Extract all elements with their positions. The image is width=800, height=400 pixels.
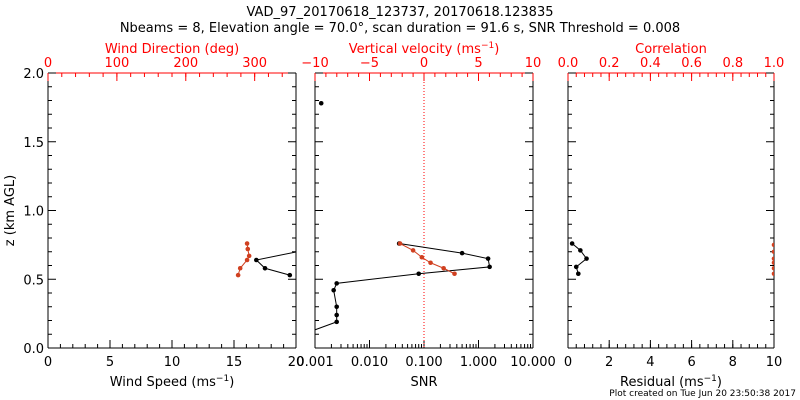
panel3-top-series-point xyxy=(771,265,774,271)
panel2-bottom-series-point xyxy=(334,281,339,286)
panel1-xtick-label: 10 xyxy=(164,355,181,370)
panel3-bottom-axis-label: Residual (ms−1) xyxy=(620,374,722,390)
panel3-bottom-series-point xyxy=(584,256,589,261)
panel3-top-series-point xyxy=(771,242,774,248)
panel1-bottom-axis-label-sup: −1 xyxy=(216,374,229,384)
panel1-bottom-series-point xyxy=(254,257,259,263)
panel3-top-tick-label: 0.6 xyxy=(681,56,702,71)
panel2-bottom-series-point xyxy=(334,304,339,310)
panel1-top-tick-label: 200 xyxy=(173,56,198,71)
panel3-top-series-point xyxy=(771,256,774,261)
panel2-top-axis-label: Vertical velocity (ms−1) xyxy=(349,41,500,57)
panel2-bottom-series-point xyxy=(459,250,465,256)
y-tick-label: 2.0 xyxy=(23,67,44,82)
panel2-top-series-point xyxy=(419,254,425,260)
panel2-bottom-series-point xyxy=(304,331,309,336)
y-tick-label: 0.0 xyxy=(23,342,44,357)
panel2-top-tick-label: 0 xyxy=(420,56,428,71)
y-axis-label: z (km AGL) xyxy=(3,175,18,246)
panel1-top-series-point xyxy=(245,246,251,252)
panel3-top-tick-label: 0.4 xyxy=(640,56,661,71)
panel2-bottom-series-point xyxy=(416,271,422,277)
panel2-bottom-axis-label: SNR xyxy=(410,375,437,390)
panel3-top-axis-label: Correlation xyxy=(635,42,707,57)
panel1-bottom-series-point xyxy=(262,265,268,271)
panel1-top-tick-label: 100 xyxy=(104,56,129,71)
panel3-top-tick-label: 0.0 xyxy=(558,56,579,71)
panel3-xtick-label: 2 xyxy=(605,355,613,370)
panel1-top-series-point xyxy=(244,241,250,246)
panel3-xtick-label: 6 xyxy=(687,355,695,370)
y-tick-label: 1.0 xyxy=(23,205,44,220)
panel2-top-series-point xyxy=(428,260,433,266)
panel1-bottom-axis-label-tail: ) xyxy=(229,375,234,390)
panel3-top-series-point xyxy=(771,271,774,277)
panel2-bottom-series-point xyxy=(334,312,339,318)
panel3-top-series-point xyxy=(771,260,774,266)
panel3-bottom-axis-label-sup: −1 xyxy=(704,374,717,384)
panel2-top-series-point xyxy=(410,248,416,253)
panel1-top-series-point xyxy=(244,257,250,263)
panel2-top-series-point xyxy=(397,241,403,246)
y-tick-label: 0.5 xyxy=(23,273,44,288)
panel2-xtick-label: 0.001 xyxy=(296,355,333,370)
panel3-data xyxy=(569,241,774,277)
panel3-xtick-label: 4 xyxy=(646,355,654,370)
panel1-top-series-point xyxy=(246,253,252,259)
title-line-1: VAD_97_20170618_123737, 20170618.123835 xyxy=(247,5,554,20)
panel2-xtick-label: 1.000 xyxy=(460,355,497,370)
panels: 0.00.51.01.52.0z (km AGL)0 5 10 15 200 100 200… xyxy=(3,41,784,390)
panel3-top-tick-label: 0.2 xyxy=(599,56,620,71)
panel3-bottom-series-point xyxy=(569,241,575,246)
panel2-top-series-point xyxy=(441,265,446,271)
panel1-bottom-series-point xyxy=(287,272,293,278)
panel1-top-series-point xyxy=(235,272,241,278)
panel1-top-axis-label: Wind Direction (deg) xyxy=(105,42,239,57)
panel1-xtick-label: 20 xyxy=(288,355,305,370)
panel1-data xyxy=(235,237,361,278)
panel2-bottom-series-point xyxy=(485,256,491,261)
panel2-top-series-point xyxy=(452,271,457,277)
panel1-bottom-series-line xyxy=(255,251,296,276)
panel3-xtick-label: 8 xyxy=(729,355,737,370)
panel3-top-tick-label: 1.0 xyxy=(764,56,785,71)
panel3-top-series-point xyxy=(771,249,774,255)
panel2-xtick-label: 0.010 xyxy=(351,355,388,370)
panel2-bottom-series-point xyxy=(487,264,492,270)
panel2-extra-point xyxy=(318,100,324,106)
panel3-top-tick-label: 0.8 xyxy=(722,56,743,71)
panel2-xtick-label: 10.000 xyxy=(510,355,556,370)
y-tick-label: 1.5 xyxy=(23,136,44,151)
title-line-2: Nbeams = 8, Elevation angle = 70.0°, sca… xyxy=(120,21,680,36)
panel2-top-axis-label-tail: ) xyxy=(494,42,499,57)
panel1-top-tick-label: 0 xyxy=(44,56,52,71)
panel1-bottom-axis-label: Wind Speed (ms−1) xyxy=(110,374,235,390)
panel1-xtick-label: 5 xyxy=(106,355,114,370)
panel2-bottom-series-point xyxy=(334,319,339,325)
panel1-xtick-label: 15 xyxy=(226,355,243,370)
panel2-xtick-label: 0.100 xyxy=(405,355,442,370)
panel2-top-tick-label: 10 xyxy=(525,56,542,71)
panel3-bottom-series-point xyxy=(578,248,583,253)
plot-created-footer: Plot created on Tue Jun 20 23:50:38 2017 xyxy=(609,389,796,399)
panel1-top-tick-label: 300 xyxy=(242,56,267,71)
panel1-xtick-label: 0 xyxy=(44,355,52,370)
panel2-top-tick-label: 5 xyxy=(474,56,482,71)
panel3-xtick-label: 10 xyxy=(766,355,783,370)
panel1-top-series-point xyxy=(237,265,243,271)
panel2-top-tick-label: −5 xyxy=(360,56,379,71)
panel2-top-tick-label: −10 xyxy=(301,56,328,71)
panel3-bottom-series-point xyxy=(576,271,581,277)
panel1-bottom-series-point xyxy=(356,237,361,242)
panel3-xtick-label: 0 xyxy=(564,355,572,370)
panel2-bottom-series-point xyxy=(331,287,336,293)
panel2-top-axis-label-sup: −1 xyxy=(481,41,494,51)
panel2-data xyxy=(304,100,492,336)
panel3-bottom-axis-label-tail: ) xyxy=(717,375,722,390)
panel3-bottom-series-point xyxy=(573,264,579,270)
